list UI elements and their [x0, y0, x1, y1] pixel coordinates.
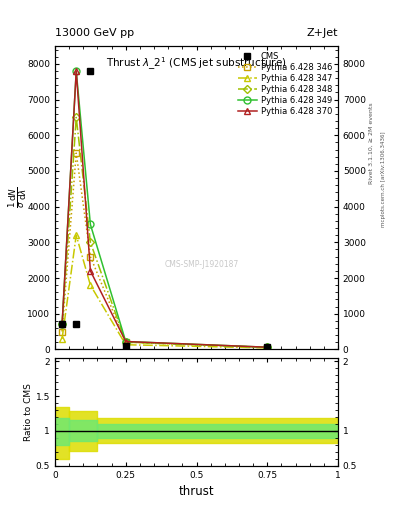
Pythia 6.428 347	[60, 335, 64, 342]
Pythia 6.428 346	[60, 329, 64, 335]
Pythia 6.428 349	[88, 221, 93, 227]
Pythia 6.428 370	[265, 344, 270, 350]
CMS	[74, 322, 79, 328]
Pythia 6.428 349	[123, 338, 128, 345]
Pythia 6.428 349	[60, 322, 64, 328]
Pythia 6.428 370	[60, 322, 64, 328]
CMS	[265, 344, 270, 350]
Pythia 6.428 346	[265, 345, 270, 351]
Pythia 6.428 348	[60, 322, 64, 328]
Text: Z+Jet: Z+Jet	[307, 28, 338, 38]
Line: Pythia 6.428 346: Pythia 6.428 346	[59, 150, 271, 351]
Pythia 6.428 346	[74, 150, 79, 156]
Line: Pythia 6.428 349: Pythia 6.428 349	[59, 68, 271, 351]
Pythia 6.428 347	[88, 282, 93, 288]
Pythia 6.428 347	[74, 232, 79, 238]
Pythia 6.428 348	[88, 239, 93, 245]
Text: $\frac{1}{\sigma}\frac{\mathrm{d}N}{\mathrm{d}\lambda}$: $\frac{1}{\sigma}\frac{\mathrm{d}N}{\mat…	[7, 187, 29, 208]
Line: Pythia 6.428 348: Pythia 6.428 348	[59, 115, 270, 350]
Line: Pythia 6.428 370: Pythia 6.428 370	[59, 68, 271, 351]
Pythia 6.428 348	[123, 339, 128, 345]
Pythia 6.428 347	[123, 342, 128, 348]
Text: 13000 GeV pp: 13000 GeV pp	[55, 28, 134, 38]
Text: mcplots.cern.ch [arXiv:1306.3436]: mcplots.cern.ch [arXiv:1306.3436]	[381, 132, 386, 227]
Text: CMS-SMP-J1920187: CMS-SMP-J1920187	[165, 260, 239, 269]
Legend: CMS, Pythia 6.428 346, Pythia 6.428 347, Pythia 6.428 348, Pythia 6.428 349, Pyt: CMS, Pythia 6.428 346, Pythia 6.428 347,…	[237, 50, 334, 118]
Pythia 6.428 348	[74, 114, 79, 120]
Pythia 6.428 349	[265, 344, 270, 350]
Pythia 6.428 370	[123, 338, 128, 345]
Line: Pythia 6.428 347: Pythia 6.428 347	[59, 232, 271, 351]
Pythia 6.428 370	[74, 68, 79, 74]
Text: Thrust $\lambda\_2^1$ (CMS jet substructure): Thrust $\lambda\_2^1$ (CMS jet substruct…	[106, 55, 287, 72]
Pythia 6.428 348	[265, 345, 270, 351]
Line: CMS: CMS	[59, 68, 270, 350]
Y-axis label: Ratio to CMS: Ratio to CMS	[24, 383, 33, 441]
CMS	[123, 343, 128, 349]
X-axis label: thrust: thrust	[179, 485, 214, 498]
Pythia 6.428 346	[88, 253, 93, 260]
Pythia 6.428 347	[265, 345, 270, 351]
CMS	[88, 68, 93, 74]
Pythia 6.428 349	[74, 68, 79, 74]
Text: Rivet 3.1.10, ≥ 2M events: Rivet 3.1.10, ≥ 2M events	[369, 102, 374, 184]
Pythia 6.428 346	[123, 339, 128, 345]
CMS	[60, 322, 64, 328]
Pythia 6.428 370	[88, 268, 93, 274]
